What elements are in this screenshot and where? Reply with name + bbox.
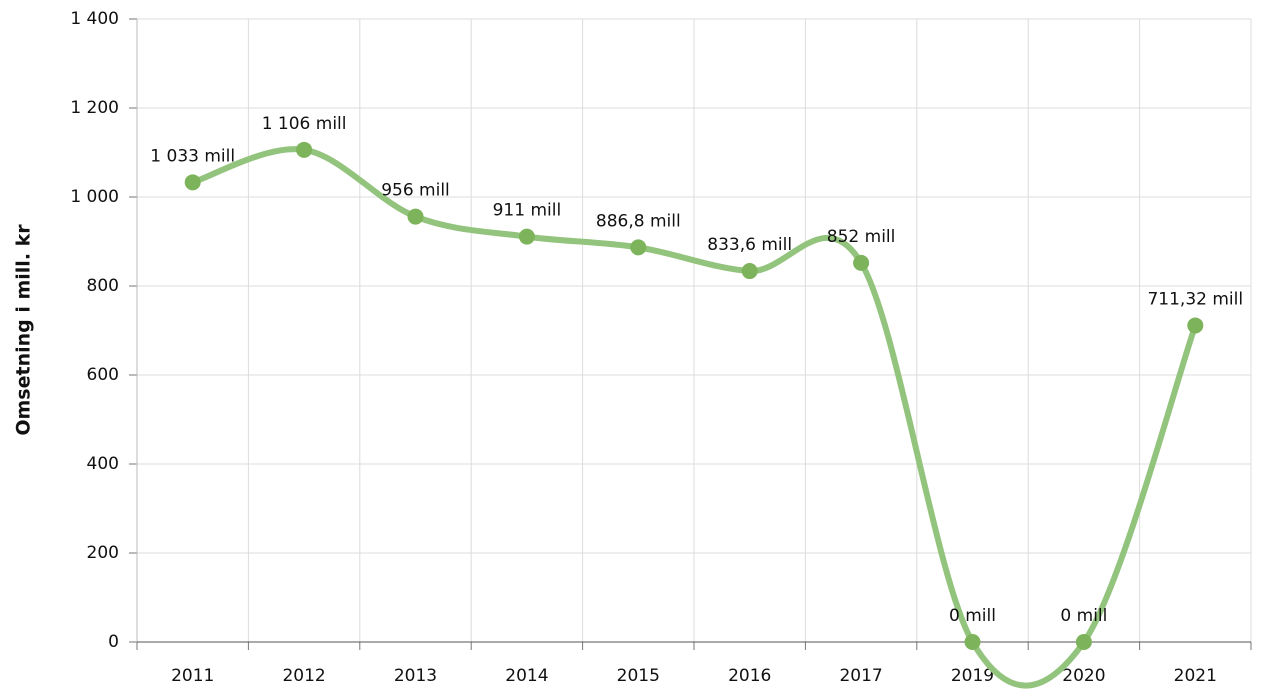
data-label: 1 033 mill — [150, 146, 235, 166]
data-label: 833,6 mill — [707, 235, 792, 255]
data-label: 0 mill — [1060, 606, 1107, 626]
point — [407, 208, 424, 225]
point — [630, 239, 647, 256]
data-label: 1 106 mill — [262, 114, 347, 134]
point — [518, 228, 535, 245]
y-tick-label: 1 000 — [70, 187, 119, 207]
y-tick-label: 600 — [87, 365, 119, 385]
data-label: 852 mill — [827, 227, 896, 247]
x-tick-label: 2012 — [282, 666, 325, 686]
y-tick-label: 1 400 — [70, 9, 119, 29]
point — [853, 254, 870, 271]
y-tick-label: 400 — [87, 454, 119, 474]
point — [1187, 317, 1204, 334]
y-tick-label: 1 200 — [70, 98, 119, 118]
data-label: 956 mill — [381, 181, 450, 201]
point — [184, 174, 201, 191]
x-tick-label: 2019 — [951, 666, 994, 686]
point — [964, 634, 981, 650]
x-tick-label: 2013 — [394, 666, 437, 686]
x-tick-label: 2015 — [617, 666, 660, 686]
point — [741, 263, 758, 280]
x-tick-label: 2020 — [1062, 666, 1105, 686]
data-label: 0 mill — [949, 606, 996, 626]
y-tick-label: 0 — [108, 632, 119, 652]
x-tick-label: 2011 — [171, 666, 214, 686]
point — [296, 141, 313, 158]
point — [1075, 634, 1092, 650]
y-tick-label: 200 — [87, 543, 119, 563]
series-line — [189, 146, 1199, 689]
data-label: 886,8 mill — [596, 211, 681, 231]
x-tick-label: 2021 — [1174, 666, 1217, 686]
y-axis-label: Omsetning i mill. kr — [13, 224, 35, 436]
x-tick-label: 2016 — [728, 666, 771, 686]
data-label: 711,32 mill — [1147, 289, 1243, 309]
x-tick-label: 2014 — [505, 666, 548, 686]
data-label: 911 mill — [493, 201, 562, 221]
y-tick-label: 800 — [87, 276, 119, 296]
x-tick-label: 2017 — [839, 666, 882, 686]
